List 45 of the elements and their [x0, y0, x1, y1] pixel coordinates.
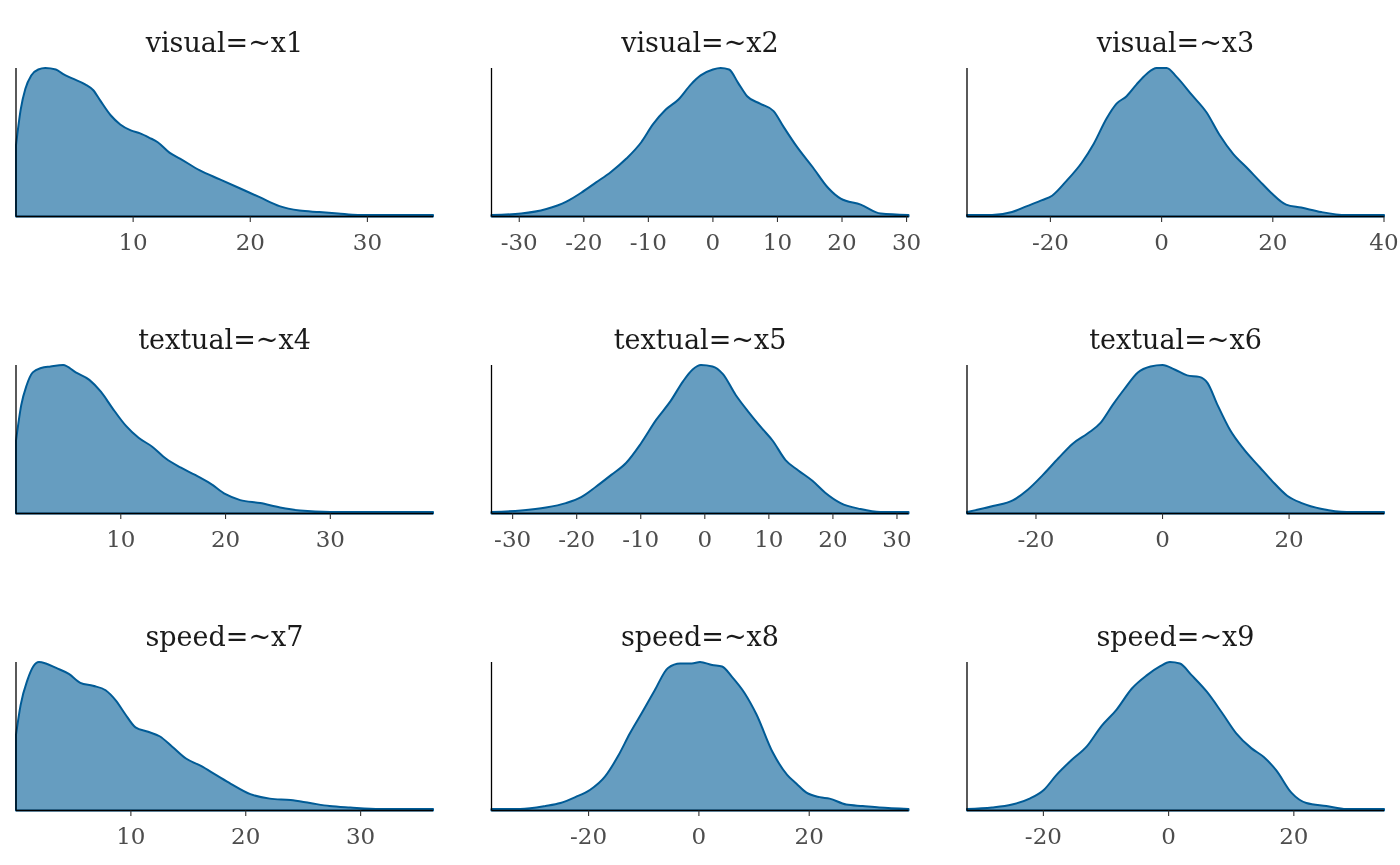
- chart-title: visual=~x1: [144, 27, 304, 58]
- chart-title: textual=~x6: [1089, 324, 1262, 355]
- x-tick-label: 20: [1258, 229, 1288, 255]
- x-tick-label: 20: [818, 526, 848, 552]
- x-tick-label: -20: [565, 229, 603, 255]
- x-tick-label: 20: [210, 526, 241, 552]
- x-tick-label: 20: [1274, 526, 1304, 552]
- x-tick-label: 30: [891, 229, 922, 255]
- x-tick-label: 0: [705, 229, 721, 255]
- x-tick-label: 10: [762, 229, 793, 255]
- x-tick-label: 0: [691, 823, 707, 849]
- x-tick-label: 20: [1279, 823, 1309, 849]
- x-tick-label: -30: [494, 526, 532, 552]
- x-tick-label: 0: [1161, 823, 1176, 849]
- chart-title: textual=~x5: [613, 324, 787, 355]
- x-tick-label: 20: [235, 229, 265, 255]
- chart-title: visual=~x2: [620, 27, 779, 58]
- x-tick-label: -20: [1017, 526, 1055, 552]
- chart-title: speed=~x8: [620, 621, 780, 652]
- x-tick-label: 30: [882, 526, 912, 552]
- chart-title: visual=~x3: [1095, 27, 1255, 58]
- x-tick-label: 20: [231, 823, 261, 849]
- x-tick-label: 0: [1154, 229, 1169, 255]
- x-tick-label: -10: [629, 229, 667, 255]
- x-tick-label: 30: [345, 823, 376, 849]
- x-tick-label: -30: [500, 229, 538, 255]
- x-tick-label: -20: [570, 823, 608, 849]
- x-tick-label: 20: [827, 229, 857, 255]
- x-tick-label: -20: [1031, 229, 1069, 255]
- x-tick-label: -20: [1024, 823, 1062, 849]
- chart-title: textual=~x4: [138, 324, 311, 355]
- x-tick-label: -10: [622, 526, 660, 552]
- x-tick-label: -20: [558, 526, 596, 552]
- x-tick-label: 10: [754, 526, 784, 552]
- x-tick-label: 30: [315, 526, 345, 552]
- x-tick-label: 10: [116, 823, 146, 849]
- x-tick-label: 20: [794, 823, 824, 849]
- chart-title: speed=~x7: [145, 621, 304, 652]
- x-tick-label: 40: [1369, 229, 1399, 255]
- x-tick-label: 0: [1155, 526, 1170, 552]
- x-tick-label: 10: [118, 229, 148, 255]
- x-tick-label: 10: [106, 526, 136, 552]
- chart-title: speed=~x9: [1096, 621, 1255, 652]
- x-tick-label: 30: [352, 229, 383, 255]
- x-tick-label: 0: [697, 526, 713, 552]
